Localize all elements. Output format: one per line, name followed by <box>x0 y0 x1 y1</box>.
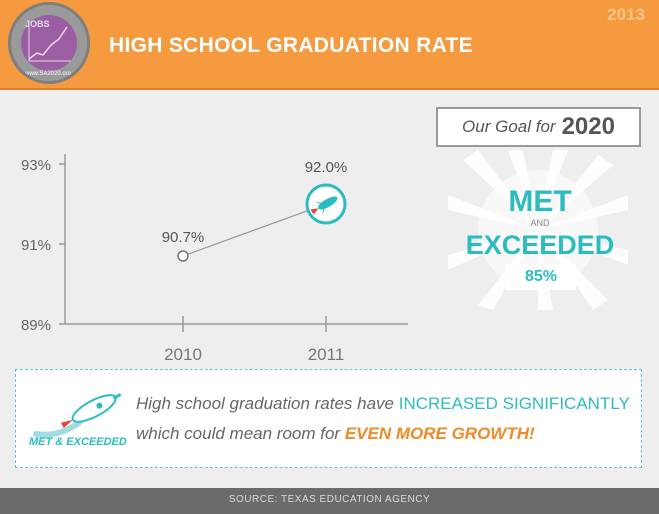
footer-bar <box>0 488 659 514</box>
status-met: MET <box>508 185 572 218</box>
callout-line-1: High school graduation rates have INCREA… <box>136 394 630 414</box>
callout-highlight-increased: INCREASED SIGNIFICANTLY <box>398 394 630 413</box>
callout-line-1-text: High school graduation rates have <box>136 394 399 413</box>
source-note: SOURCE: TEXAS EDUCATION AGENCY <box>228 494 431 505</box>
sa2020-logo: JOBS Economic Competitiveness www.SA2020… <box>8 2 90 84</box>
header-bar <box>0 0 659 90</box>
status-and: AND <box>530 218 550 228</box>
rocket-icon <box>33 393 122 438</box>
y-tick-label: 91% <box>21 237 51 254</box>
met-exceeded-label: MET & EXCEEDED <box>29 436 127 448</box>
data-point-2010 <box>177 250 189 262</box>
logo-inner-circle <box>21 15 77 71</box>
goal-year: 2020 <box>561 113 615 140</box>
report-year: 2013 <box>607 5 645 24</box>
goal-prefix: Our Goal for <box>462 117 556 136</box>
x-tick-label: 2010 <box>164 345 202 364</box>
header-divider <box>0 88 659 90</box>
graduation-rate-chart: 93% 91% 89% 2010 2011 90.7% 92.0% <box>21 154 408 364</box>
trend-graph-icon <box>28 25 71 62</box>
series-line <box>182 203 327 257</box>
logo-url-text: www.SA2020.org <box>25 71 72 77</box>
logo-jobs-text: JOBS <box>25 19 50 29</box>
goal-box: Our Goal for 2020 <box>436 107 641 147</box>
callout-highlight-growth: EVEN MORE GROWTH! <box>344 424 535 443</box>
data-label-2010: 90.7% <box>162 229 205 246</box>
goal-target-badge: 85% <box>506 264 576 290</box>
y-tick-label: 89% <box>21 317 51 334</box>
callout-box <box>15 369 642 468</box>
callout-line-2-text: which could mean room for <box>136 424 345 443</box>
y-tick-label: 93% <box>21 157 51 174</box>
starburst-icon <box>448 150 628 310</box>
x-tick-label: 2011 <box>308 345 345 364</box>
callout-line-2: which could mean room for EVEN MORE GROW… <box>136 424 535 444</box>
page-title: HIGH SCHOOL GRADUATION RATE <box>109 34 473 57</box>
status-exceeded: EXCEEDED <box>465 230 615 260</box>
data-label-2011: 92.0% <box>305 159 348 176</box>
